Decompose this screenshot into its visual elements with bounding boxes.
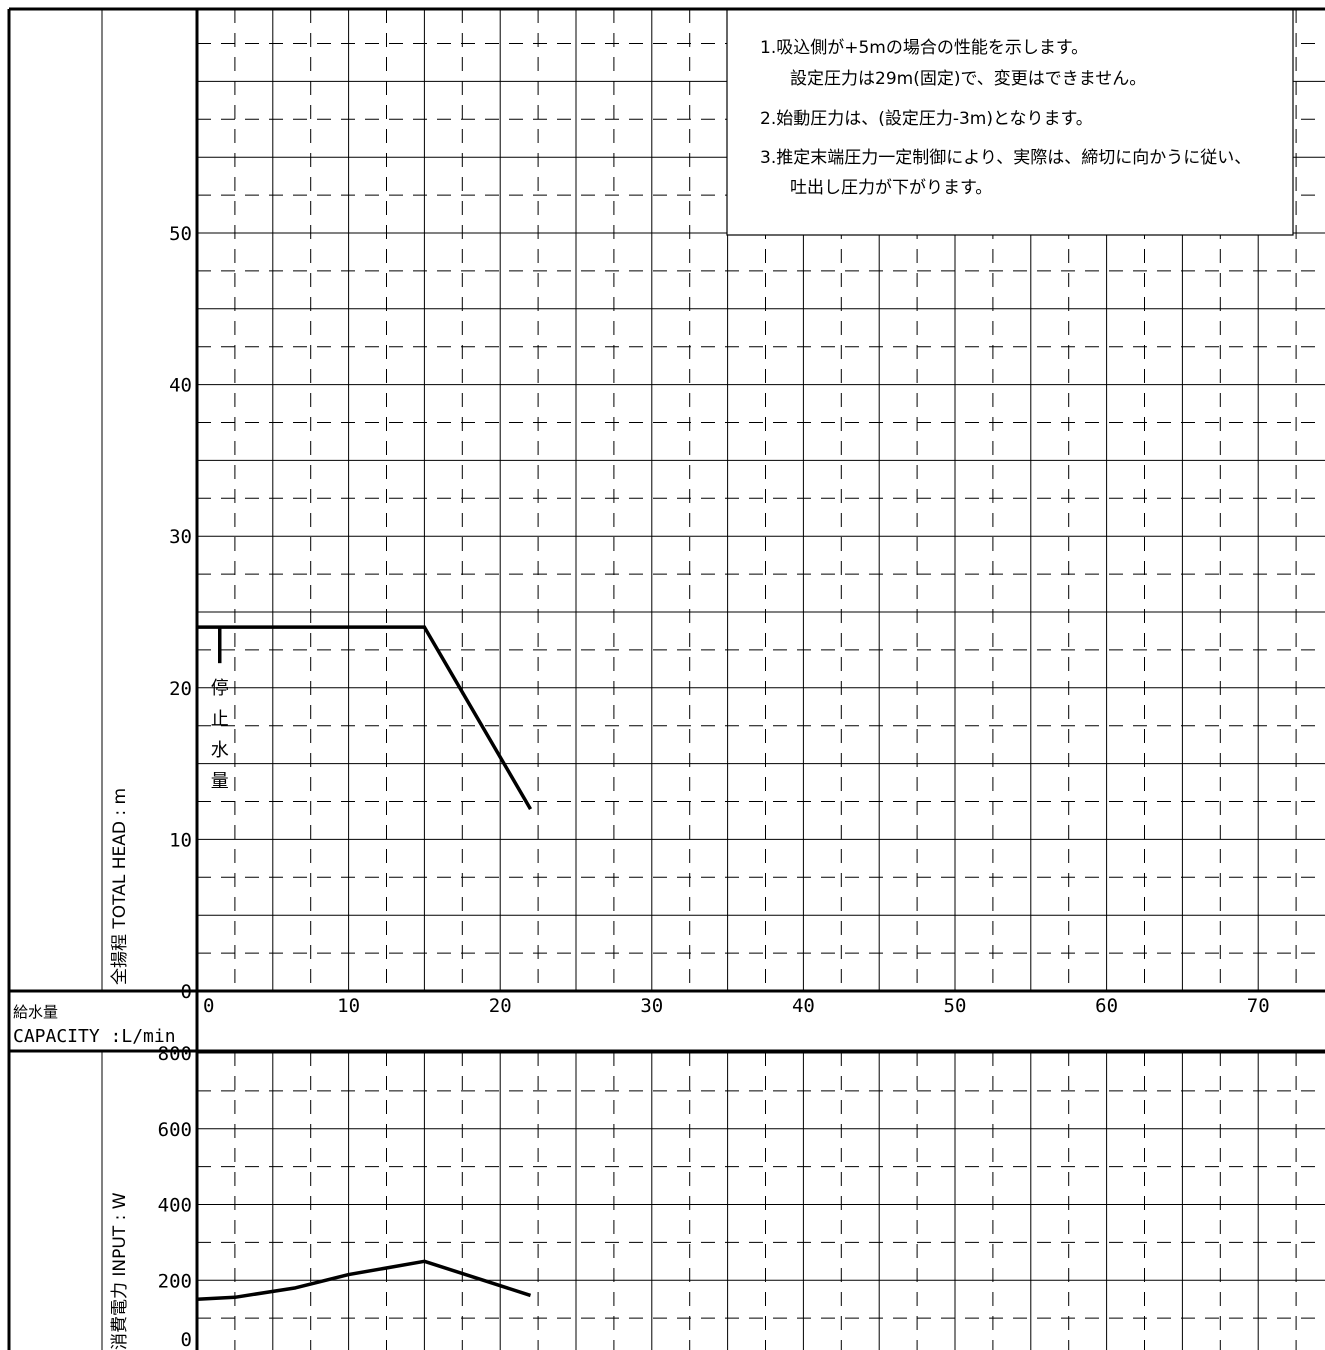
capacity-tick-label: 0 [203,995,214,1017]
capacity-tick-label: 40 [792,995,815,1017]
input-tick-label: 0 [181,1329,192,1350]
input-tick-label: 800 [158,1043,192,1065]
head-tick-label: 20 [169,678,192,700]
capacity-tick-label: 10 [337,995,360,1017]
input-tick-label: 200 [158,1270,192,1292]
head-tick-label: 50 [169,223,192,245]
capacity-label-jp: 給水量 [13,1003,58,1021]
notes-box [726,8,1294,236]
note-1-cont: 設定圧力は29m(固定)で、変更はできません。 [790,69,1146,89]
input-tick-label: 400 [158,1195,192,1217]
curve-points [196,627,531,1300]
head-tick-label: 30 [169,526,192,548]
note-3: 3.推定末端圧力一定制御により、実際は、締切に向かうに従い、 [760,148,1251,168]
annotation-char: 水 [211,740,229,761]
capacity-label-en: CAPACITY :L/min [13,1026,176,1047]
capacity-tick-label: 70 [1247,995,1270,1017]
input-grid [197,1052,1325,1350]
capacity-tick-label: 50 [944,995,967,1017]
frame [7,7,1325,1350]
head-axis-label: 全揚程 TOTAL HEAD : m [110,788,130,985]
input-tick-labels: 0 200 400 600 800 [158,1043,192,1350]
capacity-tick-label: 30 [640,995,663,1017]
input-tick-label: 600 [158,1119,192,1141]
annotation-char: 停 [211,678,229,699]
input-axis-label: 消費電力 INPUT : W [110,1192,130,1350]
note-2: 2.始動圧力は、(設定圧力-3m)となります。 [760,109,1093,129]
annotation-char: 量 [211,771,229,792]
capacity-tick-labels: 0 10 20 30 40 50 60 70 [203,995,1270,1017]
head-tick-label: 10 [169,829,192,851]
head-tick-labels: 0 10 20 30 40 50 [169,223,192,1003]
note-3-cont: 吐出し圧力が下がります。 [790,178,992,198]
annotation-char: 止 [211,709,229,730]
head-tick-label: 0 [181,981,192,1003]
capacity-tick-label: 60 [1095,995,1118,1017]
note-1: 1.吸込側が+5mの場合の性能を示します。 [760,38,1088,58]
head-tick-label: 40 [169,375,192,397]
input-curve [196,1259,532,1301]
head-curve [197,625,533,810]
capacity-tick-label: 20 [489,995,512,1017]
